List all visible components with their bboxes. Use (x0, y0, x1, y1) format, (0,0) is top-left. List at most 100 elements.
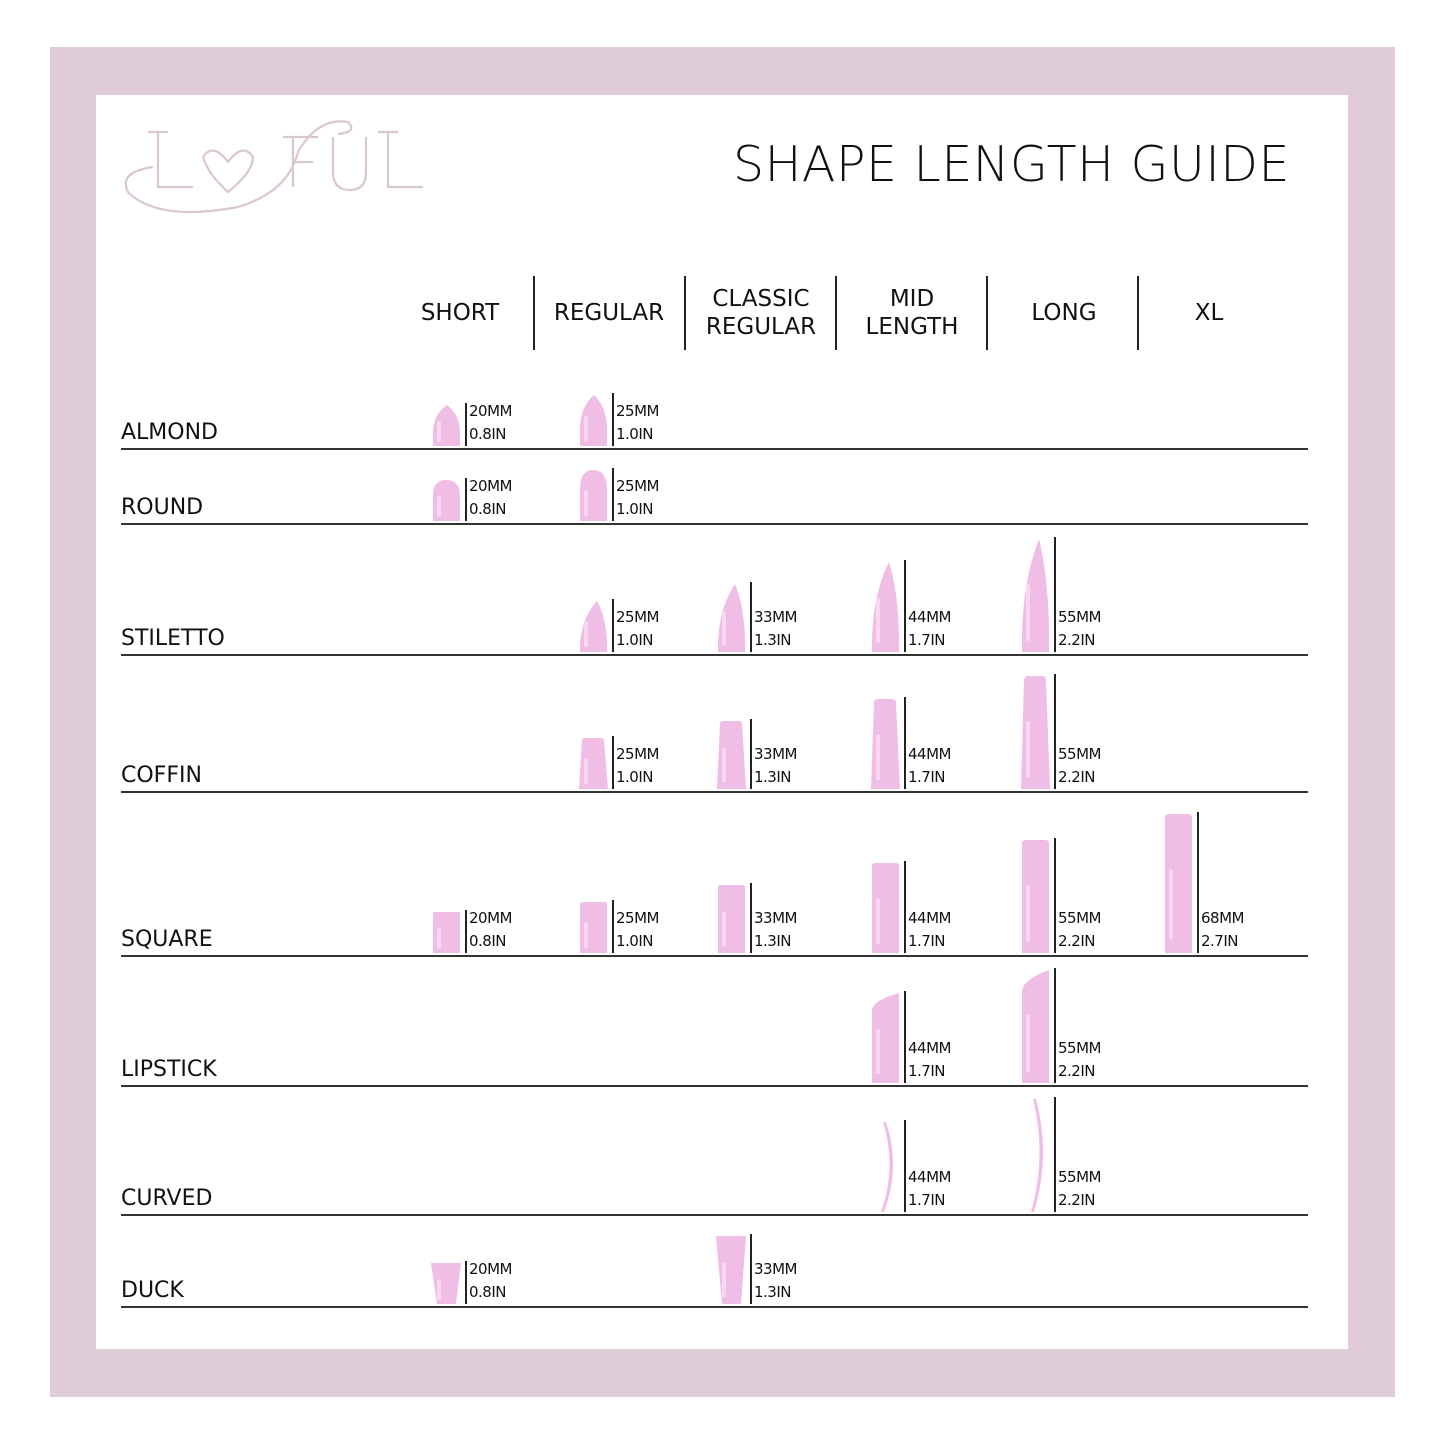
measurement-label: 20MM 0.8IN (469, 1258, 512, 1304)
nail-coffin-icon (579, 738, 608, 789)
measure-bar (1054, 968, 1056, 1083)
column-header: LONG (1031, 300, 1097, 326)
column-header: XL (1194, 300, 1224, 326)
measure-bar (1054, 838, 1056, 953)
measurement-label: 25MM 1.0IN (616, 400, 659, 446)
length-in: 1.0IN (616, 631, 653, 649)
nail-square-icon (433, 912, 460, 953)
measurement-label: 55MM 2.2IN (1058, 1166, 1101, 1212)
measure-bar (612, 393, 614, 446)
column-header: MID LENGTH (865, 286, 959, 340)
row-divider (121, 523, 1308, 525)
length-mm: 33MM (754, 608, 797, 626)
measurement-label: 20MM 0.8IN (469, 400, 512, 446)
length-mm: 55MM (1058, 1168, 1101, 1186)
measure-bar (465, 1261, 467, 1304)
nail-coffin-icon (1021, 676, 1050, 789)
length-in: 1.0IN (616, 768, 653, 786)
row-label-duck: DUCK (121, 1278, 184, 1303)
length-mm: 55MM (1058, 608, 1101, 626)
nail-almond-icon (433, 405, 460, 446)
row-label-lipstick: LIPSTICK (121, 1057, 217, 1082)
measure-bar (750, 1234, 752, 1304)
nail-square-icon (718, 885, 745, 953)
nail-round-icon (580, 470, 607, 521)
nail-stiletto-icon (1021, 539, 1050, 652)
length-mm: 20MM (469, 477, 512, 495)
length-in: 1.7IN (908, 932, 945, 950)
length-mm: 25MM (616, 608, 659, 626)
row-divider (121, 791, 1308, 793)
length-mm: 55MM (1058, 909, 1101, 927)
measurement-label: 20MM 0.8IN (469, 475, 512, 521)
measure-bar (612, 468, 614, 521)
row-label-curved: CURVED (121, 1186, 213, 1211)
length-in: 0.8IN (469, 1283, 506, 1301)
row-label-almond: ALMOND (121, 420, 219, 445)
length-mm: 25MM (616, 477, 659, 495)
measurement-label: 33MM 1.3IN (754, 743, 797, 789)
nail-stiletto-icon (579, 601, 608, 652)
measurement-label: 20MM 0.8IN (469, 907, 512, 953)
measurement-label: 44MM 1.7IN (908, 743, 951, 789)
nail-duck-icon (431, 1263, 461, 1304)
length-in: 1.0IN (616, 500, 653, 518)
length-mm: 44MM (908, 909, 951, 927)
length-mm: 44MM (908, 745, 951, 763)
measurement-label: 44MM 1.7IN (908, 1166, 951, 1212)
measurement-label: 55MM 2.2IN (1058, 743, 1101, 789)
length-mm: 20MM (469, 909, 512, 927)
measure-bar (750, 883, 752, 953)
column-header: REGULAR (553, 300, 665, 326)
row-label-coffin: COFFIN (121, 763, 202, 788)
nail-coffin-icon (871, 699, 900, 789)
length-in: 2.7IN (1201, 932, 1238, 950)
length-mm: 25MM (616, 745, 659, 763)
nail-coffin-icon (717, 721, 746, 789)
measure-bar (1054, 674, 1056, 789)
measure-bar (750, 719, 752, 789)
measurement-label: 25MM 1.0IN (616, 907, 659, 953)
measure-bar (1054, 1097, 1056, 1212)
row-divider (121, 955, 1308, 957)
nail-lipstick-icon (1022, 970, 1049, 1083)
nail-square-icon (872, 863, 899, 953)
length-in: 2.2IN (1058, 768, 1095, 786)
column-divider (986, 276, 988, 350)
length-in: 1.0IN (616, 425, 653, 443)
column-header: CLASSIC REGULAR (705, 286, 817, 340)
nail-square-icon (1165, 814, 1192, 953)
nail-square-icon (1022, 840, 1049, 953)
length-mm: 68MM (1201, 909, 1244, 927)
nail-square-icon (580, 902, 607, 953)
row-label-stiletto: STILETTO (121, 626, 225, 651)
length-mm: 44MM (908, 1168, 951, 1186)
measurement-label: 44MM 1.7IN (908, 606, 951, 652)
measure-bar (904, 1120, 906, 1212)
length-mm: 33MM (754, 1260, 797, 1278)
length-in: 0.8IN (469, 425, 506, 443)
measure-bar (612, 736, 614, 789)
measurement-label: 33MM 1.3IN (754, 1258, 797, 1304)
column-divider (1137, 276, 1139, 350)
measure-bar (904, 861, 906, 953)
measurement-label: 33MM 1.3IN (754, 907, 797, 953)
length-in: 2.2IN (1058, 1191, 1095, 1209)
nail-almond-icon (580, 395, 607, 446)
nail-round-icon (433, 480, 460, 521)
row-label-square: SQUARE (121, 927, 213, 952)
measurement-label: 44MM 1.7IN (908, 1037, 951, 1083)
nail-stiletto-icon (871, 562, 900, 652)
measurement-label: 55MM 2.2IN (1058, 907, 1101, 953)
length-mm: 55MM (1058, 745, 1101, 763)
nail-duck-icon (716, 1236, 746, 1304)
measurement-label: 25MM 1.0IN (616, 743, 659, 789)
measure-bar (465, 403, 467, 446)
length-in: 1.3IN (754, 932, 791, 950)
length-in: 1.3IN (754, 631, 791, 649)
measure-bar (465, 478, 467, 521)
nail-curved-icon (1031, 1099, 1044, 1212)
measure-bar (1054, 537, 1056, 652)
length-mm: 44MM (908, 608, 951, 626)
column-header: SHORT (420, 300, 500, 326)
